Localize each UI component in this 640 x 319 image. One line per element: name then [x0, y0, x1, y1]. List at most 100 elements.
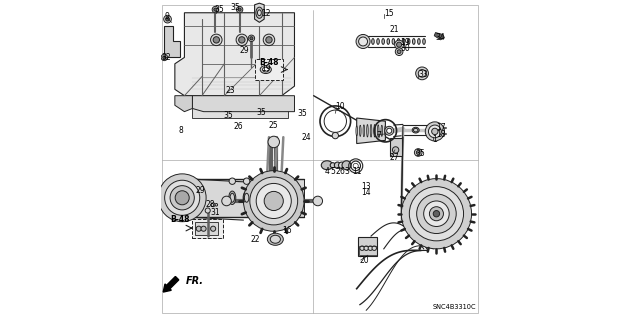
Circle shape: [360, 246, 364, 250]
Circle shape: [196, 226, 202, 231]
Ellipse shape: [256, 7, 263, 18]
Circle shape: [431, 128, 438, 135]
FancyArrow shape: [163, 277, 179, 292]
Circle shape: [256, 183, 291, 219]
Circle shape: [161, 54, 168, 61]
Text: 1: 1: [432, 135, 437, 144]
Circle shape: [368, 246, 372, 250]
Ellipse shape: [230, 193, 234, 202]
Polygon shape: [193, 108, 288, 118]
Ellipse shape: [371, 124, 372, 137]
Circle shape: [236, 6, 243, 13]
Ellipse shape: [268, 233, 284, 245]
Text: 25: 25: [268, 121, 278, 130]
Ellipse shape: [377, 39, 380, 44]
Text: 21: 21: [390, 25, 399, 34]
Circle shape: [166, 17, 170, 21]
Circle shape: [221, 196, 231, 206]
Circle shape: [248, 35, 255, 41]
Ellipse shape: [342, 161, 351, 170]
Circle shape: [236, 34, 248, 46]
Ellipse shape: [330, 163, 335, 168]
Polygon shape: [178, 179, 304, 217]
Text: 11: 11: [353, 167, 362, 176]
Circle shape: [415, 149, 422, 156]
Text: 35: 35: [257, 108, 267, 117]
Circle shape: [396, 48, 403, 56]
Circle shape: [385, 126, 394, 135]
Text: 14: 14: [362, 189, 371, 197]
Ellipse shape: [367, 124, 368, 137]
Ellipse shape: [356, 126, 358, 136]
Circle shape: [313, 196, 323, 206]
Text: 7: 7: [377, 131, 381, 140]
Text: 35: 35: [297, 109, 307, 118]
Text: 4: 4: [324, 167, 330, 176]
Bar: [390, 138, 402, 156]
Circle shape: [424, 201, 449, 226]
Circle shape: [332, 132, 339, 139]
Circle shape: [243, 171, 304, 231]
Text: 29: 29: [239, 46, 249, 55]
Text: 17: 17: [436, 123, 446, 132]
Ellipse shape: [262, 67, 269, 72]
Ellipse shape: [270, 235, 280, 243]
Ellipse shape: [385, 126, 386, 136]
Ellipse shape: [257, 10, 261, 16]
Text: 26: 26: [234, 122, 243, 130]
Circle shape: [264, 191, 284, 211]
Circle shape: [164, 180, 200, 215]
Text: 35: 35: [214, 5, 224, 14]
Circle shape: [214, 8, 217, 11]
Text: FR.: FR.: [186, 276, 204, 286]
Text: 13: 13: [362, 182, 371, 191]
Circle shape: [243, 178, 250, 184]
Circle shape: [433, 211, 440, 217]
Text: 6: 6: [340, 167, 345, 176]
Text: 35: 35: [230, 3, 240, 11]
Circle shape: [170, 186, 195, 210]
Circle shape: [397, 50, 401, 54]
Text: 15: 15: [384, 9, 394, 18]
Circle shape: [158, 174, 206, 222]
Text: 28: 28: [206, 200, 215, 209]
Text: 30: 30: [401, 44, 410, 53]
Circle shape: [163, 56, 166, 59]
Circle shape: [211, 203, 215, 207]
Polygon shape: [356, 118, 385, 144]
Ellipse shape: [378, 125, 379, 137]
Text: 16: 16: [282, 226, 292, 235]
Text: 5: 5: [330, 167, 335, 176]
Ellipse shape: [321, 161, 333, 170]
Circle shape: [239, 37, 245, 43]
Circle shape: [201, 226, 206, 231]
Circle shape: [356, 34, 370, 48]
Text: 35: 35: [416, 149, 426, 158]
Circle shape: [410, 187, 463, 241]
Ellipse shape: [334, 162, 340, 168]
Text: 20: 20: [360, 256, 369, 265]
Ellipse shape: [382, 39, 385, 44]
Ellipse shape: [412, 127, 419, 133]
Polygon shape: [175, 13, 294, 96]
Text: 33: 33: [419, 70, 428, 78]
Ellipse shape: [367, 39, 369, 44]
Ellipse shape: [403, 39, 405, 44]
Circle shape: [266, 37, 272, 43]
Circle shape: [419, 70, 426, 77]
Ellipse shape: [387, 39, 390, 44]
Text: 19: 19: [401, 38, 410, 47]
Circle shape: [416, 67, 428, 80]
Ellipse shape: [363, 125, 365, 137]
Bar: [358, 237, 378, 256]
Circle shape: [238, 8, 241, 11]
Circle shape: [229, 178, 236, 184]
Ellipse shape: [413, 39, 415, 44]
Bar: [195, 222, 218, 235]
Circle shape: [425, 122, 444, 141]
Circle shape: [372, 246, 376, 250]
Circle shape: [397, 42, 402, 47]
Ellipse shape: [372, 39, 374, 44]
Text: 19: 19: [261, 64, 271, 73]
Circle shape: [175, 191, 189, 205]
